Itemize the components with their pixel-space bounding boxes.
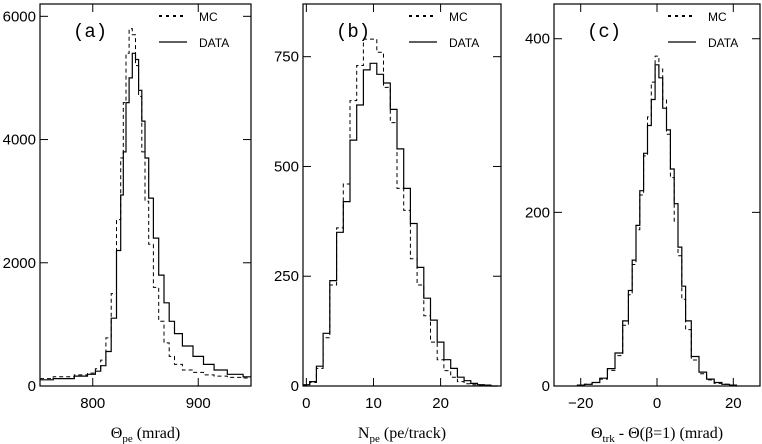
x-tick-label: 800 — [80, 395, 105, 412]
panel-label: (a) — [73, 21, 107, 43]
series-mc — [576, 55, 738, 386]
plot-frame — [39, 3, 252, 387]
x-axis-label: Θtrk - Θ(β=1) (mrad) — [591, 425, 723, 444]
y-tick-label: 0 — [542, 378, 550, 395]
legend-mc-label: MC — [199, 10, 218, 24]
plot-frame — [553, 3, 761, 387]
legend-data-label: DATA — [449, 36, 479, 50]
y-tick-label: 2000 — [3, 255, 36, 272]
x-tick-label: 900 — [186, 395, 211, 412]
panel-label: (c) — [587, 21, 621, 43]
x-tick-label: 10 — [365, 395, 382, 412]
y-tick-label: 200 — [525, 204, 550, 221]
series-data — [303, 62, 498, 387]
x-axis-label: Θpe (mrad) — [111, 425, 180, 444]
x-tick-label: 20 — [725, 395, 742, 412]
legend-data-label: DATA — [708, 36, 738, 50]
series-data — [576, 64, 738, 386]
x-axis-label: Npe (pe/track) — [358, 425, 446, 444]
y-tick-label: 4000 — [3, 132, 36, 149]
plot-frame — [302, 3, 502, 387]
y-tick-label: 500 — [274, 158, 299, 175]
series-data — [40, 52, 251, 381]
y-tick-label: 6000 — [3, 8, 36, 25]
legend-data-label: DATA — [199, 36, 229, 50]
panel-a: 0 2000 4000 6000 800 900 (a) MC DATA Θpe (mrad) — [3, 3, 252, 444]
y-tick-label: 400 — [525, 31, 550, 48]
panel-b: 0 250 500 750 0 10 20 (b) MC DATA Npe (pe/track) — [274, 3, 502, 444]
series-mc — [40, 28, 251, 380]
x-tick-label: 20 — [432, 395, 449, 412]
y-tick-label: 750 — [274, 49, 299, 66]
y-tick-label: 0 — [28, 378, 36, 395]
legend-mc-label: MC — [449, 10, 468, 24]
panel-c: 0 200 400 −20 0 20 (c) MC DATA Θtrk - Θ(β=1) (mra… — [525, 3, 761, 444]
series-mc — [303, 38, 498, 387]
x-tick-label: −20 — [568, 395, 593, 412]
y-tick-label: 250 — [274, 268, 299, 285]
x-tick-label: 0 — [653, 395, 661, 412]
legend-mc-label: MC — [708, 10, 727, 24]
panel-label: (b) — [336, 21, 370, 43]
y-tick-label: 0 — [291, 378, 299, 395]
x-tick-label: 0 — [302, 395, 310, 412]
